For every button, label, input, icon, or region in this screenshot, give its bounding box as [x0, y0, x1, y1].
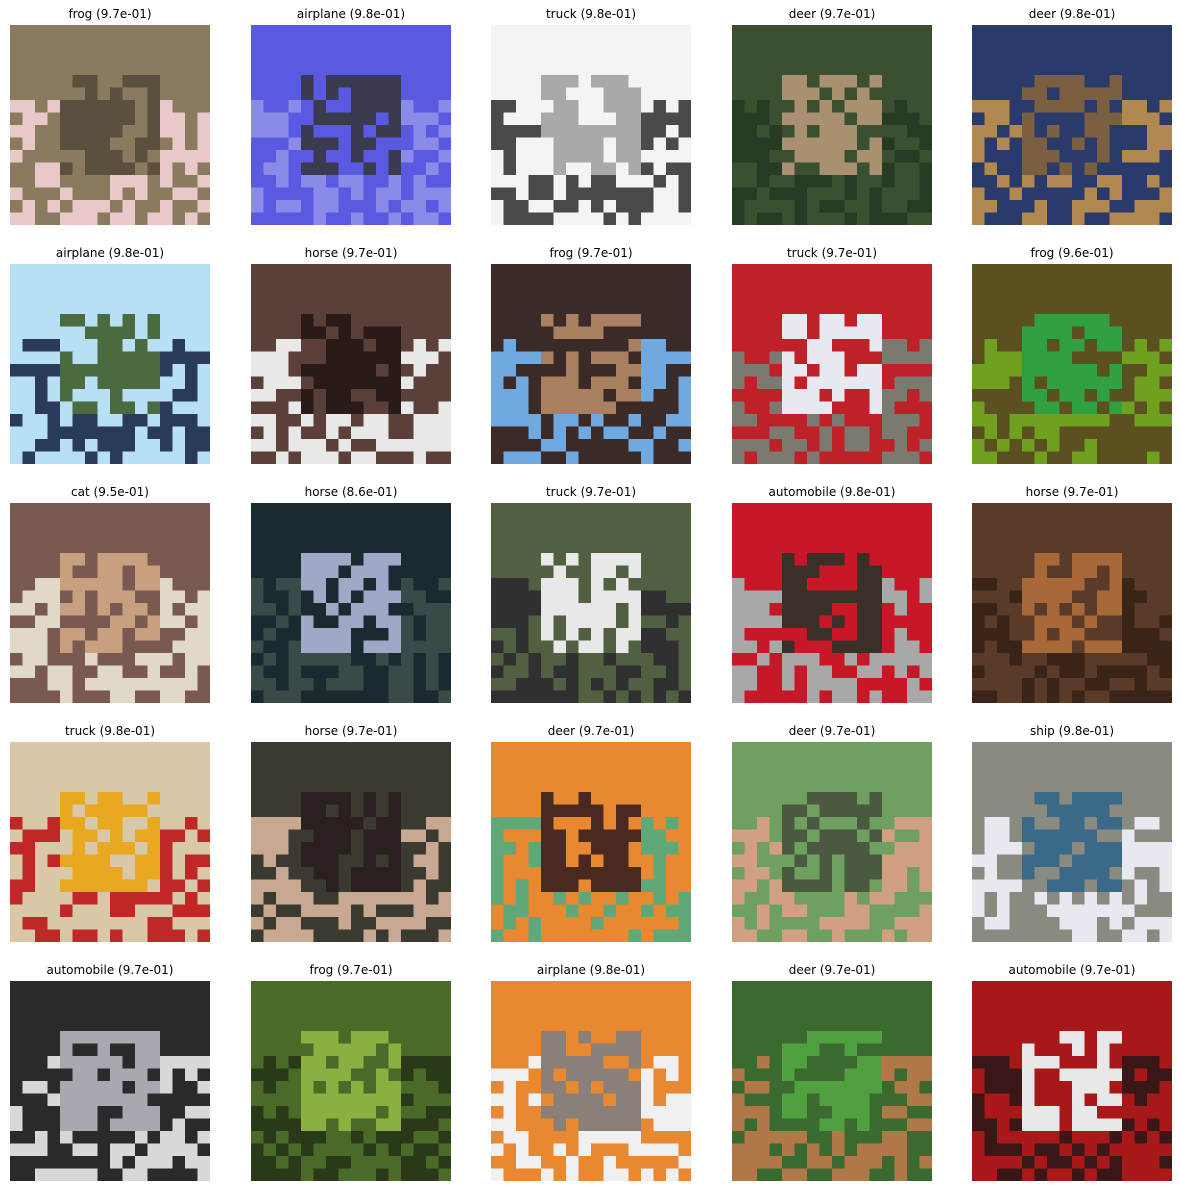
tile-caption: frog (9.7e-01)	[549, 246, 633, 260]
tile-caption: ship (9.8e-01)	[1029, 724, 1115, 738]
tile-caption: truck (9.8e-01)	[64, 724, 156, 738]
tile-caption: deer (9.8e-01)	[1028, 7, 1116, 21]
image-tile: automobile (9.7e-01)	[10, 961, 210, 1181]
image-tile: deer (9.7e-01)	[732, 5, 932, 225]
tile-caption: deer (9.7e-01)	[788, 724, 876, 738]
tile-caption: truck (9.8e-01)	[545, 7, 637, 21]
image-tile: automobile (9.7e-01)	[972, 961, 1172, 1181]
thumbnail-image	[491, 264, 691, 464]
thumbnail-image	[251, 981, 451, 1181]
tile-caption: airplane (9.8e-01)	[55, 246, 165, 260]
image-tile: deer (9.7e-01)	[732, 961, 932, 1181]
image-tile: frog (9.6e-01)	[972, 244, 1172, 464]
tile-caption: deer (9.7e-01)	[788, 963, 876, 977]
thumbnail-image	[10, 981, 210, 1181]
thumbnail-image	[251, 25, 451, 225]
image-tile: deer (9.7e-01)	[732, 722, 932, 942]
thumbnail-image	[10, 264, 210, 464]
image-tile: cat (9.5e-01)	[10, 483, 210, 703]
thumbnail-image	[732, 981, 932, 1181]
thumbnail-image	[732, 264, 932, 464]
thumbnail-image	[251, 264, 451, 464]
tile-caption: airplane (9.8e-01)	[296, 7, 406, 21]
tile-caption: automobile (9.7e-01)	[46, 963, 174, 977]
thumbnail-image	[10, 25, 210, 225]
tile-caption: truck (9.7e-01)	[545, 485, 637, 499]
thumbnail-image	[491, 503, 691, 703]
thumbnail-image	[10, 503, 210, 703]
image-tile: airplane (9.8e-01)	[251, 5, 451, 225]
tile-caption: automobile (9.8e-01)	[768, 485, 896, 499]
tile-caption: horse (9.7e-01)	[304, 246, 398, 260]
image-tile: ship (9.8e-01)	[972, 722, 1172, 942]
image-tile: horse (9.7e-01)	[251, 722, 451, 942]
image-tile: horse (8.6e-01)	[251, 483, 451, 703]
thumbnail-image	[491, 25, 691, 225]
image-tile: frog (9.7e-01)	[491, 244, 691, 464]
tile-caption: frog (9.7e-01)	[68, 7, 152, 21]
image-tile: truck (9.8e-01)	[491, 5, 691, 225]
tile-caption: cat (9.5e-01)	[71, 485, 149, 499]
thumbnail-image	[972, 264, 1172, 464]
thumbnail-image	[251, 503, 451, 703]
tile-caption: frog (9.7e-01)	[309, 963, 393, 977]
tile-caption: frog (9.6e-01)	[1030, 246, 1114, 260]
thumbnail-image	[972, 981, 1172, 1181]
tile-caption: airplane (9.8e-01)	[536, 963, 646, 977]
tile-caption: automobile (9.7e-01)	[1008, 963, 1136, 977]
image-tile: frog (9.7e-01)	[10, 5, 210, 225]
tile-caption: horse (9.7e-01)	[304, 724, 398, 738]
image-tile: horse (9.7e-01)	[251, 244, 451, 464]
thumbnail-image	[491, 742, 691, 942]
thumbnail-image	[972, 25, 1172, 225]
thumbnail-image	[732, 25, 932, 225]
tile-caption: horse (8.6e-01)	[304, 485, 398, 499]
thumbnail-image	[732, 503, 932, 703]
tile-caption: deer (9.7e-01)	[547, 724, 635, 738]
image-tile: airplane (9.8e-01)	[10, 244, 210, 464]
thumbnail-image	[10, 742, 210, 942]
thumbnail-image	[251, 742, 451, 942]
thumbnail-image	[491, 981, 691, 1181]
image-tile: horse (9.7e-01)	[972, 483, 1172, 703]
image-tile: deer (9.7e-01)	[491, 722, 691, 942]
image-tile: truck (9.8e-01)	[10, 722, 210, 942]
thumbnail-image	[732, 742, 932, 942]
tile-caption: truck (9.7e-01)	[786, 246, 878, 260]
tile-caption: deer (9.7e-01)	[788, 7, 876, 21]
tile-caption: horse (9.7e-01)	[1025, 485, 1119, 499]
image-tile: frog (9.7e-01)	[251, 961, 451, 1181]
thumbnail-image	[972, 742, 1172, 942]
thumbnail-image	[972, 503, 1172, 703]
image-tile: airplane (9.8e-01)	[491, 961, 691, 1181]
image-tile: automobile (9.8e-01)	[732, 483, 932, 703]
image-tile: deer (9.8e-01)	[972, 5, 1172, 225]
image-tile: truck (9.7e-01)	[732, 244, 932, 464]
image-tile: truck (9.7e-01)	[491, 483, 691, 703]
